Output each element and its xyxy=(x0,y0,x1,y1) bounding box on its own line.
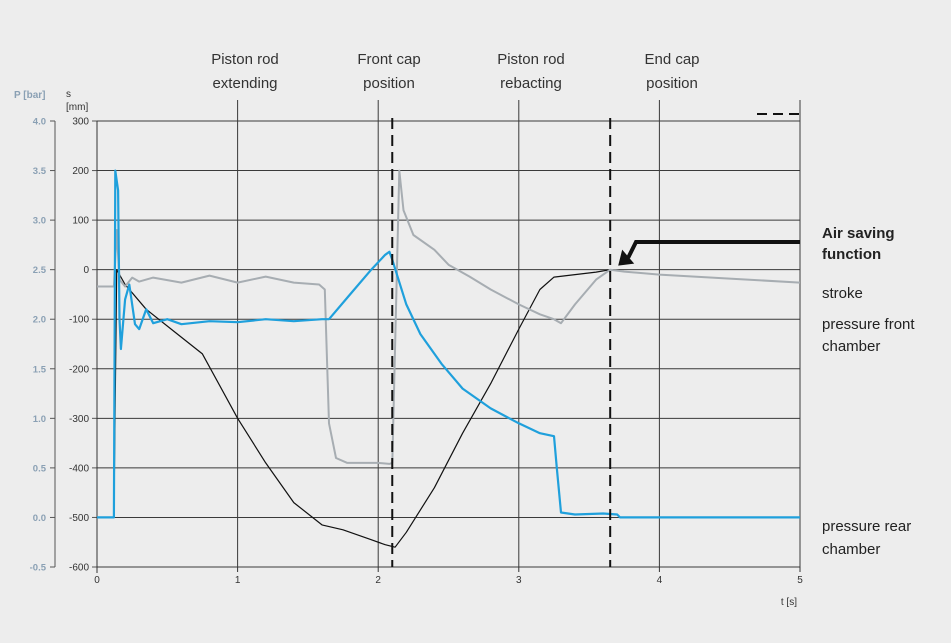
vertical-gridlines xyxy=(237,100,801,567)
pressure-axis-label: P [bar] xyxy=(14,90,46,101)
legend-stroke: stroke xyxy=(822,285,863,302)
phase-label-line2: rebacting xyxy=(500,75,562,92)
stroke-tick-label: -300 xyxy=(69,414,89,425)
series-pressure_rear xyxy=(97,169,800,519)
stroke-tick-label: 300 xyxy=(72,117,89,128)
phase-label-line1: End cap xyxy=(644,51,699,68)
series-group xyxy=(97,169,801,548)
phase-label-line1: Piston rod xyxy=(211,51,279,68)
dashed-markers xyxy=(391,118,612,567)
pressure-tick-label: 0.0 xyxy=(33,513,46,524)
series-pressure_front xyxy=(97,169,801,465)
stroke-tick-label: -200 xyxy=(69,364,89,375)
stroke-axis-label: [mm] xyxy=(66,102,88,113)
x-tick-label: 5 xyxy=(797,575,803,586)
stroke-tick-label: -400 xyxy=(69,463,89,474)
stroke-tick-label: 0 xyxy=(83,265,89,276)
stroke-tick-label: -600 xyxy=(69,563,89,574)
labels: Piston rod extending Front cap position Pist… xyxy=(211,51,915,558)
phase-label-line2: position xyxy=(363,75,415,92)
x-tick-label: 3 xyxy=(516,575,522,586)
grid xyxy=(97,120,800,568)
stroke-tick-label: -500 xyxy=(69,513,89,524)
pressure-tick-label: 3.0 xyxy=(33,216,46,227)
pressure-tick-label: 3.5 xyxy=(33,166,47,177)
stroke-tick-label: 200 xyxy=(72,166,89,177)
phase-label-line2: extending xyxy=(212,75,277,92)
phase-label-line1: Piston rod xyxy=(497,51,565,68)
pressure-tick-label: 2.0 xyxy=(33,315,46,326)
x-axis-label: t [s] xyxy=(781,597,797,608)
legend-pressure-rear-line1: pressure rear xyxy=(822,518,911,535)
stroke-axis-symbol: s xyxy=(66,89,71,100)
pressure-tick-label: 2.5 xyxy=(33,265,47,276)
phase-label-line1: Front cap xyxy=(357,51,420,68)
pressure-tick-label: 1.5 xyxy=(33,364,47,375)
pressure-tick-label: 1.0 xyxy=(33,414,46,425)
pressure-tick-label: 0.5 xyxy=(33,463,47,474)
axes: 300 4.0 200 3.5 100 3.0 0 2.5 -100 2.0 -200 1.5 -300… xyxy=(14,89,803,608)
air-saving-arrow-head xyxy=(618,249,635,266)
x-tick-label: 1 xyxy=(235,575,241,586)
legend-pressure-rear-line2: chamber xyxy=(822,541,880,558)
air-saving-arrow-line xyxy=(626,240,800,259)
x-tick-label: 4 xyxy=(657,575,663,586)
air-saving-label-line2: function xyxy=(822,246,881,263)
series-stroke xyxy=(97,269,615,548)
x-tick-label: 2 xyxy=(375,575,381,586)
pressure-tick-label: -0.5 xyxy=(30,563,47,574)
air-saving-label-line1: Air saving xyxy=(822,225,895,242)
pressure-tick-label: 4.0 xyxy=(33,117,46,128)
stroke-tick-label: 100 xyxy=(72,216,89,227)
legend-pressure-front-line1: pressure front xyxy=(822,316,915,333)
x-tick-label: 0 xyxy=(94,575,100,586)
legend-pressure-front-line2: chamber xyxy=(822,338,880,355)
stroke-tick-label: -100 xyxy=(69,315,89,326)
phase-label-line2: position xyxy=(646,75,698,92)
